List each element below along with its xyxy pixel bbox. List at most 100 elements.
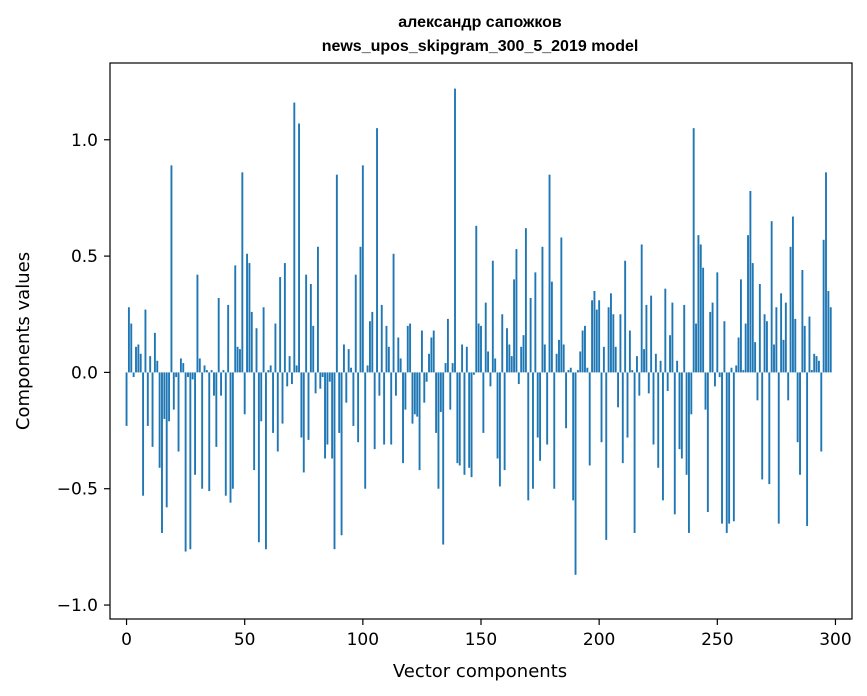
bar [688,372,690,533]
bar [130,323,133,373]
bar [177,372,180,452]
bar [567,370,570,373]
bar [463,372,466,475]
bar [420,330,423,373]
bar [652,372,655,445]
bar [508,344,511,373]
bar [522,335,525,373]
bar [125,372,128,426]
bar [236,346,239,373]
bar [628,330,631,373]
y-axis: −1.0 −0.5 0.0 0.5 1.0 [57,131,110,616]
bar [132,372,135,378]
bar [506,328,508,373]
bar [144,309,147,373]
bar [664,288,667,373]
bar [718,372,721,378]
bar [671,302,674,373]
bar [458,372,461,466]
bar [565,372,568,429]
y-tick-label: 0.0 [71,363,98,383]
bar [198,358,201,373]
bar [205,370,208,373]
bar [647,372,650,394]
bar [517,372,520,385]
bar [340,372,343,536]
bar [328,372,331,382]
bar [643,349,645,373]
bar [208,372,211,492]
bar [191,372,194,380]
bar [612,314,615,373]
bar [728,372,731,524]
bar [546,372,549,445]
bar [723,321,726,373]
bar [600,372,603,443]
bar [697,235,700,373]
bar [387,346,390,373]
bar [189,372,192,550]
bar [624,260,627,373]
x-tick-label: 50 [234,630,256,650]
bar [799,372,801,475]
bar [376,128,378,373]
bar [390,372,393,445]
bar [265,372,267,550]
bar-series [125,88,832,575]
bar [605,372,608,540]
bar [411,372,414,424]
bar [439,372,442,412]
bar [801,270,804,373]
bar [737,337,740,373]
bar [444,363,447,373]
bar [269,365,272,373]
bar [314,372,317,394]
bar [413,372,416,415]
bar [662,372,664,501]
bar [633,372,636,533]
bar [763,314,766,373]
bar [588,372,591,466]
bar [347,349,350,373]
bar [550,281,553,373]
bar [446,318,449,373]
bar [574,372,577,575]
bar [248,263,251,373]
bar [676,360,679,373]
bar [418,372,421,471]
bar [305,274,308,373]
bar [373,372,376,450]
bar [536,372,539,438]
bar [383,372,386,445]
bar [394,372,397,396]
bar [666,372,669,392]
bar [820,372,823,452]
bar [468,372,471,468]
bar [371,311,374,373]
bar [520,346,523,373]
bar [243,372,246,415]
bar [754,342,757,373]
bar [331,372,334,459]
bar [721,372,723,524]
bar [317,246,319,373]
bar [312,325,315,373]
bar [437,372,440,489]
bar [234,265,237,373]
bar [146,372,149,426]
bar [168,372,171,422]
bar [139,353,142,373]
bar [182,363,185,373]
bar [725,372,728,533]
bar [149,356,152,373]
bar [267,370,270,373]
bar [747,235,749,373]
bar [751,263,754,373]
bar [472,372,475,375]
bar [423,372,426,403]
bar [350,367,352,373]
bar [690,372,693,415]
bar [302,372,305,473]
bar [685,372,688,475]
